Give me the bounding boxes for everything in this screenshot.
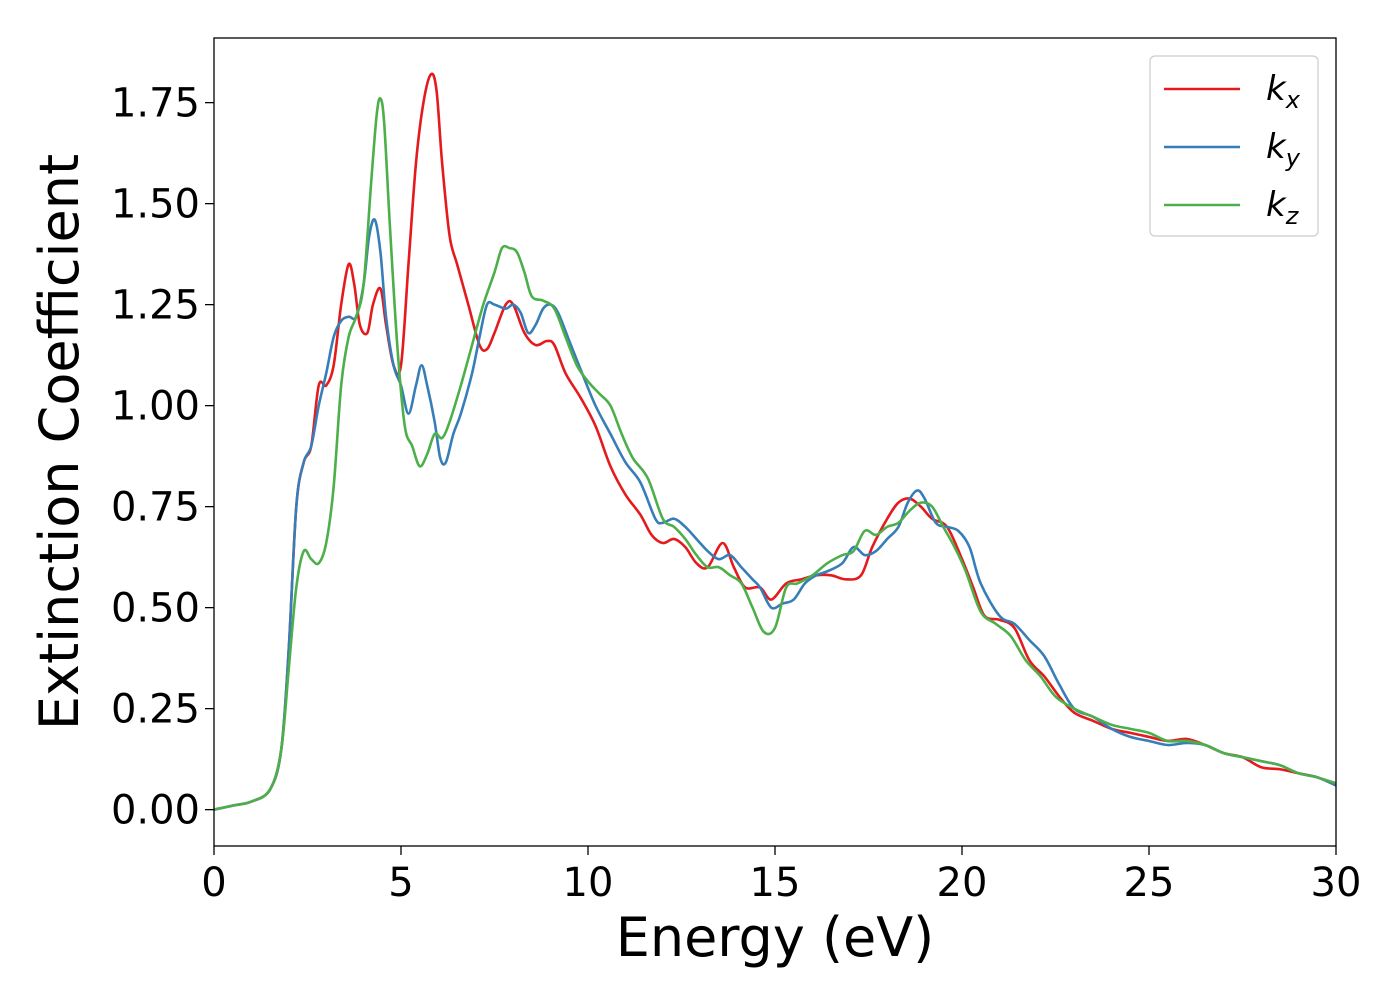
y-tick-label: 1.75: [111, 81, 200, 127]
series-line-kz: [214, 97, 1336, 811]
y-tick-label: 0.75: [111, 485, 200, 531]
x-tick-label: 0: [201, 860, 226, 906]
y-tick-label: 1.25: [111, 283, 200, 329]
x-tick-label: 5: [388, 860, 413, 906]
y-tick-label: 1.50: [111, 182, 200, 228]
x-tick-label: 30: [1311, 860, 1362, 906]
x-tick-label: 15: [750, 860, 801, 906]
legend-label-ky: ky: [1266, 127, 1301, 172]
x-tick-label: 20: [937, 860, 988, 906]
x-tick-label: 25: [1124, 860, 1175, 906]
y-tick-label: 1.00: [111, 384, 200, 430]
y-axis-label: Extinction Coefficient: [28, 154, 91, 730]
x-tick-label: 10: [563, 860, 614, 906]
x-axis-label: Energy (eV): [616, 906, 935, 969]
y-axis-ticks: 0.00 0.25 0.50 0.75 1.00 1.25 1.50 1.75: [111, 81, 214, 834]
y-tick-label: 0.25: [111, 687, 200, 733]
legend: kx ky kz: [1149, 55, 1319, 237]
y-tick-label: 0.00: [111, 788, 200, 834]
x-axis-ticks: 0 5 10 15 20 25 30: [201, 846, 1361, 906]
legend-label-kz: kz: [1266, 185, 1300, 230]
legend-label-kx: kx: [1266, 69, 1301, 114]
series-line-kx: [214, 72, 1336, 811]
series-line-ky: [214, 217, 1336, 811]
series-layer: [214, 72, 1336, 811]
y-tick-label: 0.50: [111, 586, 200, 632]
